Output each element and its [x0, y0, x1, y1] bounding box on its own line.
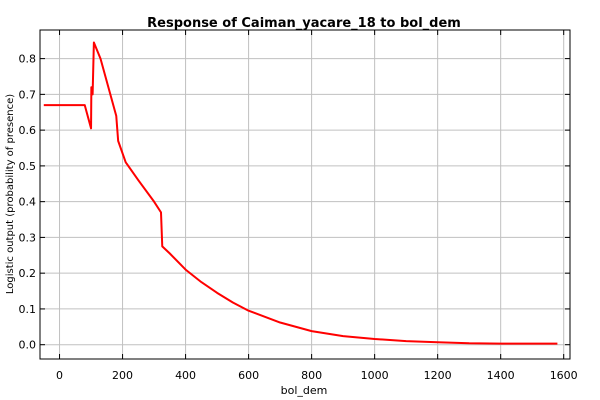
- axis-ticks: 0 200 400 600 800 1000 1200 1400 1600 0.0 0.1 0.2 0.…: [19, 30, 578, 382]
- y-tick-label: 0.4: [19, 196, 37, 209]
- y-tick-label: 0.8: [19, 53, 37, 66]
- y-tick-label: 0.5: [19, 160, 37, 173]
- y-tick-label: 0.7: [19, 88, 37, 101]
- plot-frame: [39, 29, 571, 360]
- x-tick-label: 400: [175, 369, 196, 382]
- y-tick-label: 0.3: [19, 231, 37, 244]
- x-tick-label: 600: [238, 369, 259, 382]
- y-tick-label: 0.1: [19, 303, 37, 316]
- y-tick-label: 0.2: [19, 267, 37, 280]
- x-tick-label: 1400: [487, 369, 515, 382]
- x-tick-label: 0: [56, 369, 63, 382]
- y-axis-label: Logistic output (probability of presence…: [5, 94, 16, 294]
- y-tick-label: 0.0: [19, 339, 37, 352]
- x-tick-label: 1200: [424, 369, 452, 382]
- x-tick-label: 1000: [361, 369, 389, 382]
- x-tick-label: 1600: [550, 369, 578, 382]
- x-tick-label: 800: [301, 369, 322, 382]
- series-layer: [43, 41, 558, 345]
- x-axis-label: bol_dem: [281, 384, 328, 397]
- x-tick-label: 200: [112, 369, 133, 382]
- chart-title: Response of Caiman_yacare_18 to bol_dem: [147, 16, 461, 31]
- y-tick-label: 0.6: [19, 124, 37, 137]
- grid: [40, 30, 570, 359]
- series-line: [43, 41, 558, 345]
